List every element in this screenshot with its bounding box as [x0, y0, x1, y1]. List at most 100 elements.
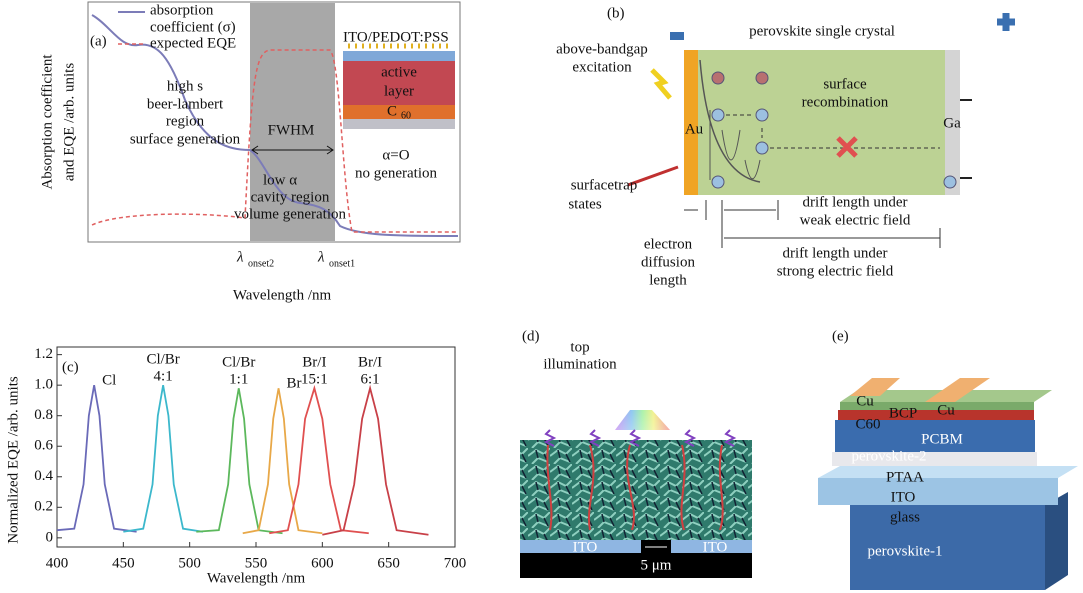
annotation: drift length under — [803, 194, 908, 210]
legend-text: coefficient (σ) — [150, 19, 236, 35]
bias-marks — [960, 100, 972, 178]
legend-text: expected EQE — [150, 35, 236, 51]
y-tick-label: 1.2 — [34, 346, 53, 362]
y-axis-label: and EQE /arb. units — [61, 63, 77, 181]
layer-label: C60 — [855, 416, 880, 432]
annotation: surface generation — [130, 131, 241, 147]
peak-label: 4:1 — [154, 369, 173, 385]
device-label: ITO/PEDOT:PSS — [343, 29, 449, 45]
panel-d: (d) top illumination ITO ITO 5 μm — [520, 328, 752, 578]
annotation: region — [166, 113, 205, 129]
annotation: strong electric field — [777, 263, 894, 279]
y-tick-label: 1.0 — [34, 377, 53, 393]
haze — [520, 400, 752, 440]
annotation: diffusion — [641, 254, 695, 270]
spectrum — [269, 388, 369, 533]
peak-label: Cl/Br — [146, 352, 179, 368]
annotation: top — [570, 339, 589, 355]
layer-label: glass — [890, 509, 920, 525]
device-label: layer — [384, 83, 414, 99]
layer-label: PCBM — [921, 431, 963, 447]
x-axis-label: Wavelength /nm — [207, 570, 306, 586]
layer-label: perovskite-1 — [868, 543, 943, 559]
x-tick-label: 500 — [178, 555, 201, 571]
y-tick-label: 0 — [46, 529, 54, 545]
panel-label: (a) — [90, 33, 107, 49]
ito-label: ITO — [573, 539, 598, 555]
panel-label: (e) — [832, 328, 849, 344]
peak-label: Br — [287, 376, 302, 392]
layer — [818, 478, 1058, 505]
device-label: 60 — [401, 110, 411, 121]
spectrum — [123, 385, 203, 532]
tick-subscript: onset2 — [248, 258, 274, 269]
panel-label: (b) — [607, 5, 625, 21]
peak-label: Br/I — [358, 355, 382, 371]
device-label: C — [387, 103, 397, 119]
peak-label: Br/I — [302, 355, 326, 371]
x-tick-label: 600 — [311, 555, 334, 571]
annotation: above-bandgap — [556, 41, 648, 57]
x-tick-label: 400 — [46, 555, 69, 571]
x-tick-label: 450 — [112, 555, 135, 571]
title: perovskite single crystal — [749, 23, 895, 39]
annotation: no generation — [355, 165, 438, 181]
layer-label: Cu — [937, 402, 955, 418]
annotation: surface — [823, 76, 867, 92]
annotation: states — [568, 196, 601, 212]
tick-symbol: λ — [317, 249, 325, 265]
annotation: beer-lambert — [147, 96, 224, 112]
tick-subscript: onset1 — [329, 258, 355, 269]
annotation: illumination — [543, 356, 617, 372]
layer-label: Cu — [856, 393, 874, 409]
electrode-label: Au — [685, 121, 704, 137]
electrode-label: Ga — [943, 115, 961, 131]
annotation: FWHM — [268, 122, 315, 138]
light-bolt — [652, 70, 670, 98]
x-axis-label: Wavelength /nm — [233, 287, 332, 303]
gap-label: 5 μm — [641, 557, 672, 573]
layer-label: ITO — [891, 489, 916, 505]
y-axis-label: Absorption coefficient — [39, 54, 55, 190]
peak-label: 15:1 — [301, 372, 328, 388]
annotation: low α — [263, 172, 297, 188]
annotation: volume generation — [234, 206, 347, 222]
layer-label: PTAA — [886, 469, 924, 485]
panel-a: (a) absorption coefficient (σ) expected … — [39, 2, 460, 303]
peak-label: Cl — [102, 373, 116, 389]
y-axis-label: Normalized EQE /arb. units — [5, 376, 21, 544]
layer-top — [818, 466, 1078, 478]
perovskite-film — [520, 440, 752, 540]
annotation: high s — [167, 78, 203, 94]
y-tick-label: 0.2 — [34, 499, 53, 515]
spectrum — [57, 385, 137, 532]
annotation: α=O — [382, 147, 409, 163]
peak-label: Cl/Br — [222, 355, 255, 371]
panel-c: (c) Wavelength /nm Normalized EQE /arb. … — [5, 346, 466, 586]
annotation: electron — [644, 236, 693, 252]
plus-icon — [997, 13, 1015, 31]
peak-label: 1:1 — [229, 372, 248, 388]
peak-label: 6:1 — [361, 372, 380, 388]
panel-b: (b) perovskite single crystal above-band… — [556, 5, 1015, 288]
panel-label: (d) — [522, 328, 540, 344]
y-tick-label: 0.6 — [34, 438, 53, 454]
layer-side — [1045, 492, 1068, 590]
layer-label: perovskite-2 — [852, 448, 927, 464]
x-tick-label: 650 — [377, 555, 400, 571]
device-label: active — [381, 64, 417, 80]
annotation: excitation — [572, 59, 632, 75]
crystal — [684, 50, 960, 195]
legend-text: absorption — [150, 2, 214, 18]
y-tick-label: 0.4 — [34, 468, 53, 484]
annotation: drift length under — [783, 245, 888, 261]
annotation: recombination — [802, 94, 889, 110]
substrate — [520, 553, 752, 578]
annotation: length — [649, 272, 687, 288]
ito-label: ITO — [703, 539, 728, 555]
x-tick-label: 700 — [444, 555, 467, 571]
minus-icon — [670, 32, 684, 40]
spectrum — [322, 388, 428, 535]
figure: (a) absorption coefficient (σ) expected … — [0, 0, 1083, 593]
x-tick-label: 550 — [245, 555, 268, 571]
